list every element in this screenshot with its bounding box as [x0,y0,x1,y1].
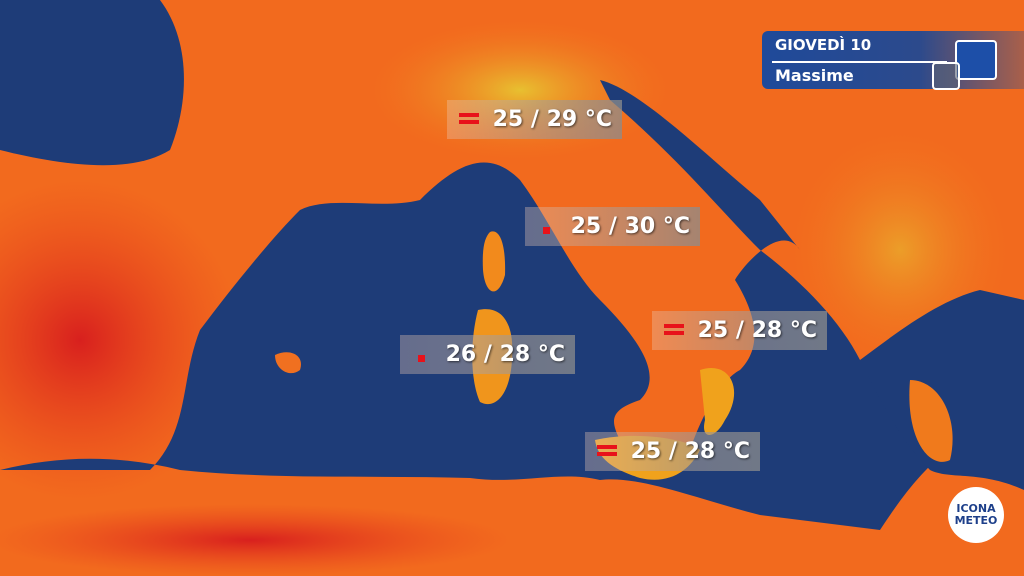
temp-value: 25 / 30 °C [570,214,690,239]
temp-label-sardinia: 26 / 28 °C [400,335,575,374]
brand-square-small-icon [932,62,960,90]
temp-label-north: 25 / 29 °C [447,100,622,139]
corsica [482,231,506,292]
balearic [275,352,301,374]
equal-icon [459,113,479,125]
greece [909,380,953,462]
icona-meteo-logo: ICONA METEO [948,487,1004,543]
temp-value: 26 / 28 °C [445,342,565,367]
logo-line1: ICONA [956,502,996,515]
temp-label-sicily: 25 / 28 °C [585,432,760,471]
atlantic-sea [0,0,184,166]
equal-icon [597,445,617,457]
brand-square-icon [955,40,997,80]
temp-label-center: 25 / 30 °C [525,207,700,246]
east-sea [860,290,1024,490]
up-square-icon [543,227,550,234]
temp-value: 25 / 29 °C [492,107,612,132]
header-divider [772,61,947,63]
equal-icon [664,324,684,336]
temp-value: 25 / 28 °C [630,439,750,464]
temp-label-south-adriatic: 25 / 28 °C [652,311,827,350]
up-square-icon [418,355,425,362]
forecast-type: Massime [775,66,854,85]
temp-value: 25 / 28 °C [697,318,817,343]
logo-line2: METEO [954,514,998,527]
forecast-day: GIOVEDÌ 10 [775,36,872,54]
calabria [700,368,735,435]
